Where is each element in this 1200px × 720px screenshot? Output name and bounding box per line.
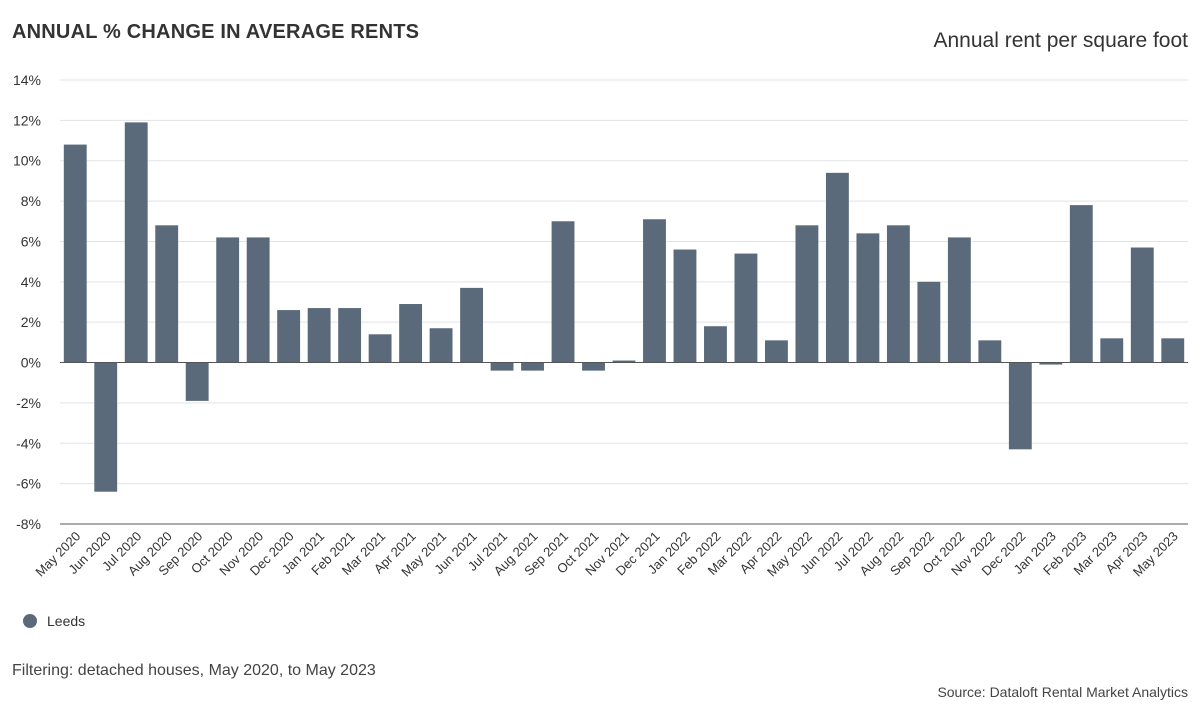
- y-tick-label: 14%: [13, 72, 41, 88]
- bar[interactable]: [246, 237, 270, 363]
- y-tick-label: 12%: [13, 112, 41, 128]
- bar[interactable]: [399, 304, 423, 363]
- y-tick-label: 0%: [21, 355, 41, 371]
- bar[interactable]: [978, 340, 1002, 363]
- bar[interactable]: [1039, 362, 1063, 365]
- bar[interactable]: [124, 122, 148, 363]
- bars: [63, 122, 1185, 492]
- bar[interactable]: [582, 362, 605, 371]
- source-note: Source: Dataloft Rental Market Analytics: [937, 684, 1188, 700]
- y-tick-label: -4%: [16, 435, 41, 451]
- bar[interactable]: [429, 328, 453, 363]
- y-tick-label: -6%: [16, 476, 41, 492]
- y-tick-label: 4%: [21, 274, 41, 290]
- bar[interactable]: [460, 287, 483, 363]
- y-tick-label: 2%: [21, 314, 41, 330]
- bar[interactable]: [825, 172, 849, 363]
- bar[interactable]: [277, 310, 301, 363]
- bar[interactable]: [612, 360, 636, 363]
- bar[interactable]: [551, 221, 575, 363]
- bar[interactable]: [734, 253, 758, 363]
- bar[interactable]: [886, 225, 910, 363]
- bar[interactable]: [94, 362, 118, 492]
- bar[interactable]: [1100, 338, 1124, 363]
- bar[interactable]: [338, 308, 362, 363]
- bar[interactable]: [63, 144, 87, 363]
- bar[interactable]: [1130, 247, 1154, 363]
- bar[interactable]: [917, 281, 941, 363]
- bar[interactable]: [185, 362, 209, 401]
- filter-note: Filtering: detached houses, May 2020, to…: [12, 662, 376, 679]
- chart-title: ANNUAL % CHANGE IN AVERAGE RENTS: [12, 21, 420, 43]
- bar[interactable]: [521, 362, 544, 371]
- bar[interactable]: [307, 308, 331, 363]
- y-tick-label: -8%: [16, 516, 41, 532]
- y-tick-label: 8%: [21, 193, 41, 209]
- bar[interactable]: [795, 225, 819, 363]
- legend[interactable]: Leeds: [23, 613, 85, 629]
- bar[interactable]: [1161, 338, 1185, 363]
- bar[interactable]: [643, 219, 666, 363]
- bar[interactable]: [673, 249, 697, 363]
- y-axis-ticks: -8% -6% -4% -2% 0% 2% 4% 6% 8% 10% 12% 14%: [13, 72, 41, 532]
- bar[interactable]: [704, 326, 727, 363]
- bar[interactable]: [1008, 362, 1032, 450]
- axes: [60, 362, 1188, 525]
- legend-label-leeds: Leeds: [47, 613, 86, 629]
- bar[interactable]: [947, 237, 971, 363]
- bar[interactable]: [490, 362, 514, 371]
- bar[interactable]: [216, 237, 240, 363]
- y-tick-label: -2%: [16, 395, 41, 411]
- bar[interactable]: [368, 334, 392, 363]
- y-tick-label: 10%: [13, 153, 41, 169]
- legend-swatch-icon: [23, 614, 37, 628]
- bar[interactable]: [1069, 205, 1093, 363]
- bar[interactable]: [765, 340, 788, 363]
- gridlines: [60, 79, 1188, 525]
- chart-subtitle: Annual rent per square foot: [933, 29, 1188, 52]
- bar[interactable]: [155, 225, 179, 363]
- y-tick-label: 6%: [21, 233, 41, 249]
- bar[interactable]: [856, 233, 880, 363]
